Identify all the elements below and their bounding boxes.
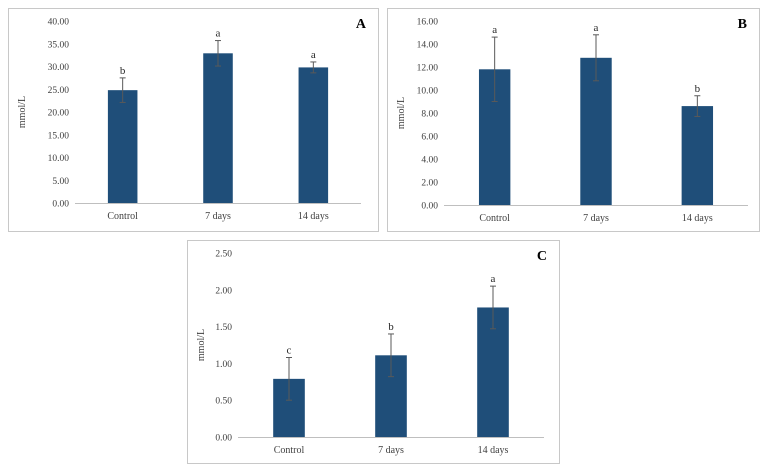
y-tick-label: 15.00 xyxy=(48,131,70,141)
significance-letter: a xyxy=(492,24,497,36)
y-tick-label: 14.00 xyxy=(417,41,439,51)
y-tick-label: 20.00 xyxy=(48,109,70,119)
x-tick-label: Control xyxy=(274,445,305,456)
y-tick-label: 2.00 xyxy=(421,179,438,189)
y-tick-label: 30.00 xyxy=(48,63,70,73)
y-tick-label: 35.00 xyxy=(48,40,70,50)
y-tick-label: 2.50 xyxy=(215,250,232,260)
y-tick-label: 8.00 xyxy=(421,110,438,120)
bar-chart-b: mmol/L 0.00 2.00 4.00 6.00 8.00 10.00 12.00 14.0… xyxy=(396,18,748,224)
significance-letter: b xyxy=(695,83,701,95)
bar-7-days xyxy=(203,53,233,204)
x-tick-label: 14 days xyxy=(682,213,713,224)
y-tick-label: 25.00 xyxy=(48,86,70,96)
panel-label: A xyxy=(355,17,366,32)
y-tick-label: 2.00 xyxy=(215,286,232,296)
y-tick-label: 10.00 xyxy=(417,87,439,97)
significance-letter: a xyxy=(491,273,496,285)
significance-letter: a xyxy=(594,22,599,34)
bar-7-days xyxy=(580,57,612,205)
y-tick-label: 12.00 xyxy=(417,64,439,74)
chart-panel-b: B mmol/L 0.00 2.00 4.00 6.00 8.00 10.00 12.00 14… xyxy=(387,8,760,232)
bar-chart-a: mmol/L 0.00 5.00 10.00 15.00 20.00 25.00 30.00 3… xyxy=(17,18,361,222)
x-tick-label: 7 days xyxy=(583,213,609,224)
y-tick-label: 10.00 xyxy=(48,154,70,164)
y-tick-label: 16.00 xyxy=(417,18,439,28)
y-tick-label: 0.00 xyxy=(215,434,232,444)
y-tick-label: 6.00 xyxy=(421,133,438,143)
y-tick-label: 0.00 xyxy=(52,200,69,210)
significance-letter: c xyxy=(287,345,292,357)
bar-control xyxy=(107,90,138,203)
x-tick-label: 7 days xyxy=(378,445,404,456)
y-tick-label: 1.00 xyxy=(215,360,232,370)
panel-label: B xyxy=(737,17,747,32)
x-tick-label: 14 days xyxy=(298,211,329,222)
bar-14-days xyxy=(298,67,329,203)
x-tick-label: Control xyxy=(107,211,138,222)
panel-label: C xyxy=(536,249,547,264)
significance-letter: a xyxy=(216,28,221,40)
y-axis-label: mmol/L xyxy=(196,329,207,361)
y-tick-label: 4.00 xyxy=(421,156,438,166)
y-tick-label: 1.50 xyxy=(215,323,232,333)
bar-14-days xyxy=(681,106,714,205)
chart-panel-a: A mmol/L 0.00 5.00 10.00 15.00 20.00 25.00 30.0… xyxy=(8,8,379,232)
significance-letter: b xyxy=(120,65,126,77)
significance-letter: b xyxy=(388,321,394,333)
y-tick-label: 0.00 xyxy=(421,202,438,212)
y-axis-label: mmol/L xyxy=(17,96,28,128)
y-tick-label: 0.50 xyxy=(215,397,232,407)
y-tick-label: 40.00 xyxy=(48,18,70,28)
x-tick-label: 14 days xyxy=(478,445,509,456)
bar-chart-c: mmol/L 0.00 0.50 1.00 1.50 2.00 2.50 c Control b 7… xyxy=(196,250,544,456)
x-tick-label: 7 days xyxy=(205,211,231,222)
significance-letter: a xyxy=(311,49,316,61)
y-axis-label: mmol/L xyxy=(396,97,407,129)
y-tick-label: 5.00 xyxy=(52,177,69,187)
chart-panel-c: C mmol/L 0.00 0.50 1.00 1.50 2.00 2.50 c Control… xyxy=(187,240,560,464)
x-tick-label: Control xyxy=(479,213,510,224)
